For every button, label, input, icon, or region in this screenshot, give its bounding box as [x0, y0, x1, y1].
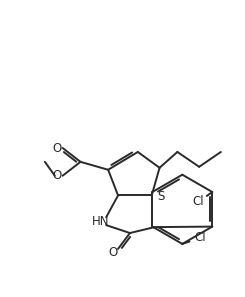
Text: O: O	[52, 141, 61, 154]
Text: Cl: Cl	[193, 195, 204, 208]
Text: O: O	[109, 246, 118, 259]
Text: Cl: Cl	[194, 231, 206, 244]
Text: HN: HN	[91, 215, 109, 228]
Text: O: O	[52, 169, 61, 182]
Text: S: S	[157, 190, 164, 203]
